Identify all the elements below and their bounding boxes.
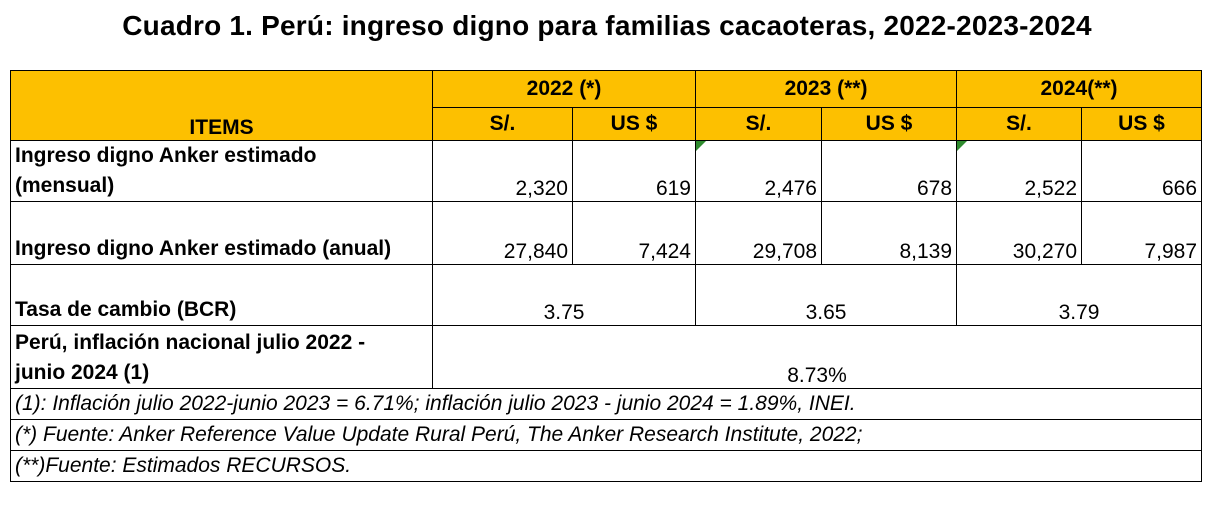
currency-header: US $ [1081, 107, 1203, 141]
value-cell: 7,424 [572, 201, 696, 265]
row-label: Tasa de cambio (BCR) [10, 264, 433, 326]
value-cell: 666 [1081, 140, 1203, 202]
row-label-line: Ingreso digno Anker estimado [15, 144, 317, 167]
footnote: (*) Fuente: Anker Reference Value Update… [9, 419, 1203, 451]
year-header-2022: 2022 (*) [432, 70, 696, 108]
currency-header: S/. [432, 107, 573, 141]
value-cell: 8.73% [431, 325, 1203, 389]
currency-header: S/. [956, 107, 1083, 141]
currency-header: S/. [695, 107, 822, 141]
value-cell: 3.65 [694, 264, 958, 326]
row-label: Ingreso digno Anker estimado (mensual) [10, 140, 433, 202]
row-label: Perú, inflación nacional julio 2022 - ju… [10, 325, 433, 389]
value-cell: 29,708 [695, 201, 822, 265]
value-cell: 7,987 [1081, 201, 1203, 265]
value-cell: 2,476 [695, 140, 822, 202]
value-cell: 2,320 [432, 140, 573, 202]
table-title: Cuadro 1. Perú: ingreso digno para famil… [122, 10, 1092, 41]
value-cell: 8,139 [820, 201, 958, 265]
value-cell: 3.75 [432, 264, 696, 326]
value-cell: 30,270 [956, 201, 1083, 265]
row-label-line: junio 2024 (1) [15, 361, 150, 384]
value-cell: 2,522 [956, 140, 1083, 202]
currency-header: US $ [572, 107, 696, 141]
footnote: (1): Inflación julio 2022-junio 2023 = 6… [9, 388, 1203, 420]
currency-header: US $ [820, 107, 958, 141]
value-cell: 27,840 [432, 201, 573, 265]
row-ingreso-mensual: Ingreso digno Anker estimado (mensual) 2… [10, 140, 1203, 202]
items-header: ITEMS [10, 70, 433, 141]
header-row-currencies: S/. US $ S/. US $ S/. US $ [11, 107, 1203, 141]
footnote-row: (**)Fuente: Estimados RECURSOS. [9, 450, 1203, 482]
year-header-2023: 2023 (**) [694, 70, 958, 108]
year-header-2024: 2024(**) [956, 70, 1203, 108]
row-inflacion: Perú, inflación nacional julio 2022 - ju… [10, 325, 1203, 389]
income-table: ITEMS 2022 (*) 2023 (**) 2024(**) S/. US… [9, 70, 1203, 482]
row-tasa-cambio: Tasa de cambio (BCR) 3.75 3.65 3.79 [10, 264, 1203, 326]
footnote-row: (*) Fuente: Anker Reference Value Update… [9, 419, 1203, 451]
footnote: (**)Fuente: Estimados RECURSOS. [9, 450, 1203, 482]
value-cell: 619 [572, 140, 696, 202]
row-label: Ingreso digno Anker estimado (anual) [10, 201, 433, 265]
row-ingreso-anual: Ingreso digno Anker estimado (anual) 27,… [10, 201, 1203, 265]
row-label-line: (mensual) [15, 174, 115, 197]
value-cell: 3.79 [956, 264, 1203, 326]
value-cell: 678 [820, 140, 958, 202]
footnote-row: (1): Inflación julio 2022-junio 2023 = 6… [9, 388, 1203, 420]
header-row-years: ITEMS 2022 (*) 2023 (**) 2024(**) [10, 70, 1203, 141]
row-label-line: Perú, inflación nacional julio 2022 - [15, 331, 366, 354]
